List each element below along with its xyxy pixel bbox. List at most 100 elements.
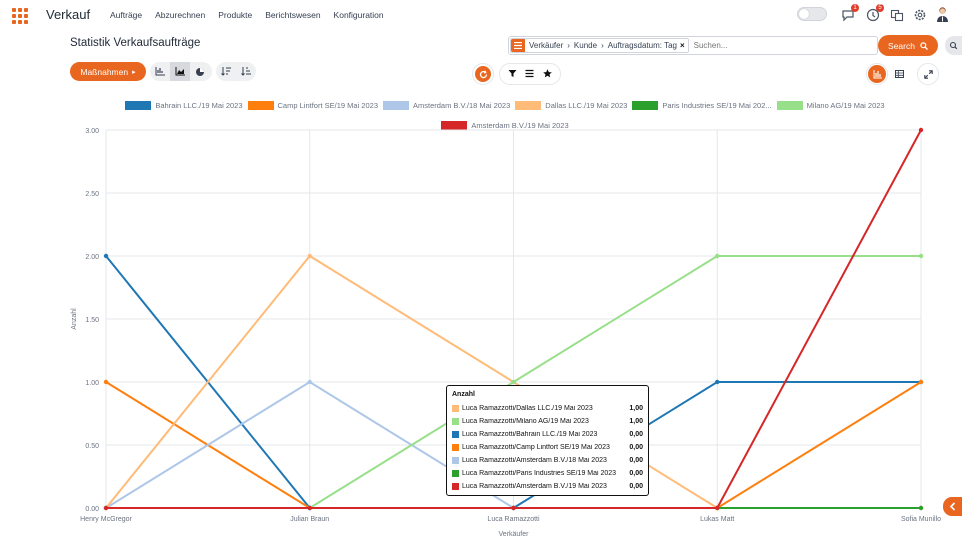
search-icon <box>920 41 928 50</box>
search-button-label: Search <box>888 40 915 51</box>
language-icon[interactable] <box>890 8 904 22</box>
tooltip-swatch <box>452 457 459 464</box>
bar-chart-icon <box>155 67 165 76</box>
messages-badge: 1 <box>851 4 859 12</box>
app-title[interactable]: Verkauf <box>46 7 91 22</box>
pie-chart-button[interactable] <box>190 62 210 81</box>
caret-right-icon: ▸ <box>132 68 136 76</box>
tooltip-label: Luca Ramazzotti/Milano AG/19 Mai 2023 <box>462 418 589 425</box>
legend-item[interactable]: Amsterdam B.V./18 Mai 2023 <box>383 100 510 110</box>
search-icon <box>949 41 958 50</box>
menu-item-berichtswesen[interactable]: Berichtswesen <box>265 10 321 20</box>
tooltip-label: Luca Ramazzotti/Paris Industries SE/19 M… <box>462 470 617 477</box>
actions-button[interactable]: Maßnahmen ▸ <box>70 62 146 81</box>
legend-item[interactable]: Camp Lintfort SE/19 Mai 2023 <box>247 100 378 110</box>
data-point <box>918 379 924 385</box>
chart-tooltip: Anzahl Luca Ramazzotti/Dallas LLC./19 Ma… <box>446 385 649 496</box>
filter-icon[interactable] <box>508 69 517 80</box>
legend-label: Camp Lintfort SE/19 Mai 2023 <box>277 100 378 110</box>
messages-icon[interactable]: 1 <box>841 4 859 22</box>
graph-view-button[interactable] <box>866 63 888 85</box>
collapse-panel-button[interactable] <box>943 497 962 516</box>
group-by-icon[interactable] <box>525 69 534 80</box>
menu-item-produkte[interactable]: Produkte <box>218 10 253 20</box>
legend-swatch <box>441 120 468 130</box>
legend-item[interactable]: Dallas LLC./19 Mai 2023 <box>515 100 627 110</box>
table-icon <box>894 70 904 78</box>
search-input[interactable] <box>693 41 844 50</box>
x-tick-label: Julian Braun <box>290 516 329 523</box>
legend-item[interactable]: Amsterdam B.V./19 Mai 2023 <box>441 120 569 130</box>
data-point <box>715 253 720 259</box>
x-tick-label: Henry McGregor <box>80 516 132 523</box>
tooltip-row: Luca Ramazzotti/Camp Lintfort SE/19 Mai … <box>452 441 643 454</box>
line-chart-button[interactable] <box>170 62 190 81</box>
data-point <box>103 505 109 511</box>
legend-label: Amsterdam B.V./18 Mai 2023 <box>413 100 511 110</box>
tooltip-label: Luca Ramazzotti/Dallas LLC./19 Mai 2023 <box>462 405 593 412</box>
tooltip-label: Luca Ramazzotti/Camp Lintfort SE/19 Mai … <box>462 444 610 451</box>
tooltip-value: 1,00 <box>629 418 643 425</box>
actions-button-label: Maßnahmen <box>80 66 129 77</box>
data-point <box>715 505 720 511</box>
facet-part-2: Kunde <box>573 41 598 50</box>
x-tick-label: Sofia Munillo <box>901 516 941 523</box>
legend-swatch <box>632 100 659 110</box>
menu-item-konfiguration[interactable]: Konfiguration <box>333 10 384 20</box>
sort-group <box>216 62 256 81</box>
chart-type-group <box>150 62 212 81</box>
data-point <box>511 505 516 511</box>
search-button[interactable]: Search <box>878 35 938 56</box>
facet-remove-icon[interactable]: × <box>679 41 685 50</box>
legend-swatch <box>247 100 274 110</box>
chevron-left-icon <box>949 502 956 511</box>
pie-chart-icon <box>196 67 204 76</box>
bar-chart-button[interactable] <box>150 62 170 81</box>
tooltip-value: 0,00 <box>629 444 643 451</box>
refresh-button[interactable] <box>472 63 494 85</box>
favorites-star-icon[interactable] <box>543 68 552 80</box>
search-bar[interactable]: Verkäufer › Kunde › Auftragsdatum: Tag × <box>508 36 878 55</box>
facet-part-1: Verkäufer <box>529 41 564 50</box>
tooltip-row: Luca Ramazzotti/Amsterdam B.V./18 Mai 20… <box>452 454 643 467</box>
legend-swatch <box>515 100 542 110</box>
legend-item[interactable]: Milano AG/19 Mai 2023 <box>776 100 885 110</box>
sort-ascending-button[interactable] <box>236 62 256 81</box>
search-panel-options <box>499 63 561 85</box>
legend-label: Bahrain LLC./19 Mai 2023 <box>155 100 243 110</box>
legend-label: Amsterdam B.V./19 Mai 2023 <box>471 120 569 130</box>
menu-item-abzurechnen[interactable]: Abzurechnen <box>155 10 206 20</box>
legend-swatch <box>383 100 409 110</box>
menu-item-auftraege[interactable]: Aufträge <box>110 10 143 20</box>
tooltip-label: Luca Ramazzotti/Amsterdam B.V./18 Mai 20… <box>462 457 607 464</box>
data-point <box>715 379 720 385</box>
tooltip-swatch <box>452 431 459 438</box>
refresh-icon <box>479 70 487 78</box>
tooltip-title: Anzahl <box>452 391 475 398</box>
user-avatar[interactable] <box>935 6 950 22</box>
tooltip-row: Luca Ramazzotti/Bahrain LLC./19 Mai 2023… <box>452 428 643 441</box>
tooltip-swatch <box>452 470 459 477</box>
toggle-search-panel[interactable] <box>945 36 962 55</box>
sort-descending-icon <box>221 67 231 76</box>
legend-label: Milano AG/19 Mai 2023 <box>806 100 885 110</box>
clock-icon[interactable]: 5 <box>866 4 884 22</box>
groupby-facet[interactable]: Verkäufer › Kunde › Auftragsdatum: Tag × <box>510 38 689 53</box>
y-tick-label: 2.50 <box>85 191 99 198</box>
sort-descending-button[interactable] <box>216 62 236 81</box>
graph-view-icon <box>873 69 882 78</box>
app-grid-icon[interactable] <box>12 8 28 24</box>
tooltip-rows: Luca Ramazzotti/Dallas LLC./19 Mai 2023 1… <box>452 402 643 493</box>
main-menu: Aufträge Abzurechnen Produkte Berichtswe… <box>110 10 384 20</box>
legend-item[interactable]: Paris Industries SE/19 Mai 202... <box>632 100 772 110</box>
mode-toggle[interactable] <box>797 7 827 21</box>
page-title: Statistik Verkaufsaufträge <box>70 37 201 49</box>
data-point <box>307 253 312 259</box>
data-point <box>103 253 109 259</box>
gear-icon[interactable] <box>913 8 927 22</box>
legend-item[interactable]: Bahrain LLC./19 Mai 2023 <box>125 100 243 110</box>
pivot-view-button[interactable] <box>888 63 910 85</box>
fullscreen-button[interactable] <box>917 63 939 85</box>
tooltip-swatch <box>452 483 459 490</box>
